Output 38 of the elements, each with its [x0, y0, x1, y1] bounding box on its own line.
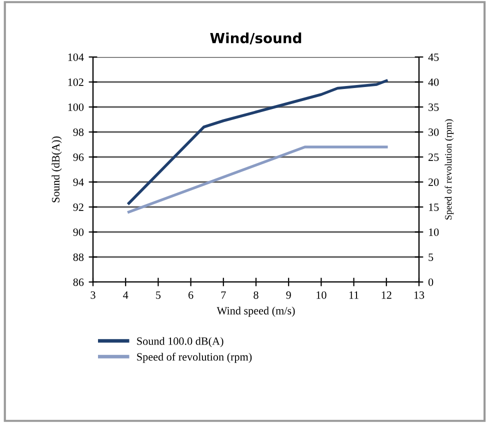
x-axis-title: Wind speed (m/s) — [216, 306, 295, 317]
x-tick-label: 4 — [123, 291, 128, 299]
y-tick-label: 92 — [73, 203, 84, 211]
y2-tick-label: 40 — [428, 78, 439, 86]
x-tick-label: 12 — [382, 291, 392, 299]
x-tick-label: 11 — [349, 291, 358, 299]
y2-tick-label: 0 — [428, 278, 434, 286]
line-series — [127, 79, 388, 205]
x-tick-label: 9 — [286, 291, 291, 299]
legend-label: Speed of revolution (rpm) — [137, 352, 252, 363]
y-tick-label: 88 — [73, 253, 84, 261]
y2-tick-label: 15 — [429, 204, 439, 211]
y-axis-title: Sound (dB(A)) — [52, 136, 62, 202]
x-tick-label: 5 — [156, 291, 161, 299]
x-tick-label: 13 — [414, 291, 424, 299]
x-tick-label: 6 — [188, 291, 194, 299]
y2-axis-title: Speed of revolution (rpm) — [444, 119, 454, 220]
x-tick-label: 10 — [316, 291, 326, 299]
y-tick-label: 98 — [73, 128, 84, 136]
y-tick-label: 102 — [68, 78, 84, 86]
y-tick-label: 104 — [68, 53, 84, 61]
x-tick-label: 8 — [254, 291, 258, 299]
x-tick-label: 3 — [90, 291, 96, 299]
y2-tick-label: 5 — [428, 254, 434, 261]
y-tick-label: 100 — [68, 103, 84, 111]
chart-title: Wind/sound — [210, 32, 302, 44]
y2-tick-label: 20 — [428, 178, 439, 186]
x-tick-label: 7 — [221, 291, 226, 299]
y2-tick-label: 10 — [429, 228, 439, 236]
legend-label: Sound 100.0 dB(A) — [137, 337, 224, 348]
y-tick-label: 94 — [73, 178, 84, 186]
y2-tick-label: 30 — [428, 128, 439, 136]
y2-tick-label: 25 — [428, 153, 439, 161]
y2-tick-label: 45 — [428, 54, 439, 61]
y-tick-label: 96 — [73, 153, 84, 161]
y-tick-label: 90 — [73, 228, 84, 236]
y-tick-label: 86 — [73, 278, 84, 286]
y2-tick-label: 35 — [428, 103, 439, 111]
